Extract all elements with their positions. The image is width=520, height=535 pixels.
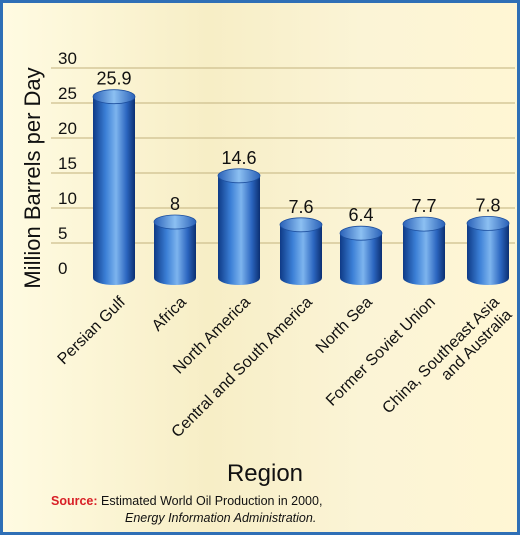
y-tick-label: 0 — [58, 259, 67, 278]
x-axis-label: Region — [227, 460, 303, 487]
bar — [402, 216, 446, 285]
bars — [92, 89, 510, 285]
value-label: 7.6 — [288, 197, 313, 217]
y-tick-label: 5 — [58, 224, 67, 243]
source-line-2: Energy Information Administration. — [125, 511, 317, 525]
value-label: 7.7 — [411, 196, 436, 216]
bar — [217, 168, 261, 285]
y-tick-labels: 30 25 20 15 10 5 0 — [58, 49, 77, 278]
category-label: Africa — [149, 294, 190, 335]
source-note: Source: Estimated World Oil Production i… — [51, 493, 322, 527]
value-label: 6.4 — [348, 205, 373, 225]
bar — [92, 89, 136, 285]
y-tick-label: 30 — [58, 49, 77, 68]
category-label: China, Southeast Asiaand Australia — [379, 294, 515, 430]
source-line-1: Estimated World Oil Production in 2000, — [101, 494, 323, 508]
bar — [466, 215, 510, 285]
bar — [339, 225, 383, 285]
bar — [279, 217, 323, 285]
bar-chart: 30 25 20 15 10 5 0 25.9 8 14.6 7.6 6.4 7.7 7.8 Persi… — [20, 49, 516, 487]
y-tick-label: 25 — [58, 84, 77, 103]
category-label: Former Soviet Union — [323, 294, 439, 410]
value-label: 7.8 — [475, 195, 500, 215]
value-label: 14.6 — [221, 148, 256, 168]
value-labels: 25.9 8 14.6 7.6 6.4 7.7 7.8 — [96, 69, 500, 226]
value-label: 25.9 — [96, 69, 131, 89]
y-tick-label: 20 — [58, 119, 77, 138]
category-label: North Sea — [313, 294, 376, 357]
source-key: Source: — [51, 494, 98, 508]
category-label: Persian Gulf — [55, 293, 130, 368]
y-axis-label: Million Barrels per Day — [20, 67, 45, 288]
y-tick-label: 10 — [58, 189, 77, 208]
value-label: 8 — [170, 194, 180, 214]
y-tick-label: 15 — [58, 154, 77, 173]
bar — [153, 214, 197, 285]
